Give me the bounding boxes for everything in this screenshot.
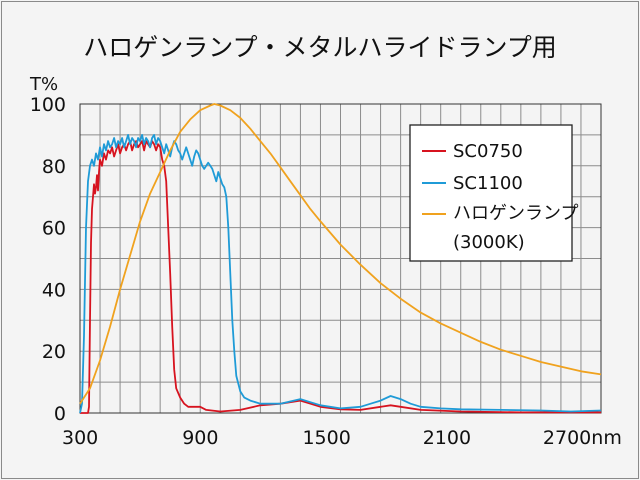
series-lines	[79, 103, 602, 414]
x-axis-ticks: 300 900 1500 2100 2700nm	[62, 427, 622, 449]
y-tick-label: 40	[42, 279, 66, 301]
chart-title: ハロゲンランプ・メタルハライドランプ用	[83, 33, 557, 62]
y-tick-label: 80	[42, 156, 66, 178]
y-axis-ticks: 0 20 40 60 80 100	[30, 94, 66, 425]
legend-label-sc0750: SC0750	[453, 141, 523, 162]
y-tick-label: 100	[30, 94, 66, 116]
y-tick-label: 20	[42, 341, 66, 363]
y-axis-label: T%	[29, 74, 58, 95]
y-tick-label: 0	[54, 403, 66, 425]
x-tick-label: 300	[62, 427, 98, 449]
legend: SC0750 SC1100 ハロゲンランプ (3000K)	[409, 124, 578, 262]
y-tick-label: 60	[42, 218, 66, 240]
x-tick-label: 900	[182, 427, 218, 449]
x-tick-label: 2100	[423, 427, 471, 449]
plot-border	[79, 103, 602, 414]
x-tick-label: 2700nm	[543, 427, 622, 449]
legend-box	[409, 124, 573, 262]
series-line-1	[79, 134, 602, 414]
series-line-2	[79, 103, 602, 405]
x-tick-label: 1500	[302, 427, 350, 449]
legend-label-sc1100: SC1100	[453, 173, 523, 194]
legend-label-halogen-temp: (3000K)	[453, 232, 525, 253]
legend-label-halogen: ハロゲンランプ	[453, 203, 578, 224]
